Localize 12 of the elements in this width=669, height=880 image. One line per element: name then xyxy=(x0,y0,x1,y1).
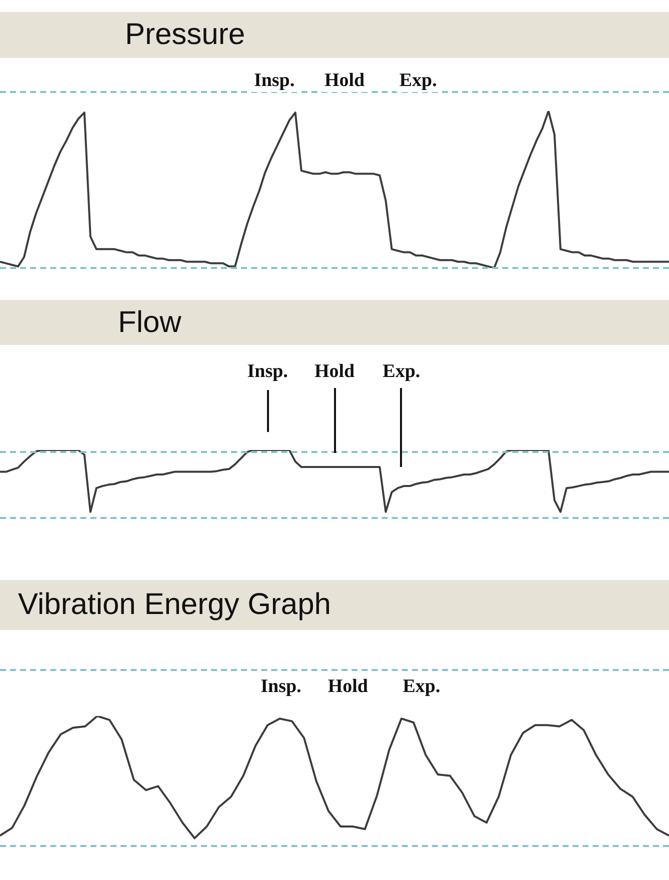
text: Exp. xyxy=(396,70,440,92)
chart-title: Flow xyxy=(117,306,182,340)
text: Insp. xyxy=(244,361,291,383)
text: Hold xyxy=(324,676,371,698)
text: Insp. xyxy=(250,70,298,92)
text: Hold xyxy=(321,70,368,92)
chart-title: Vibration Energy Graph xyxy=(17,588,331,622)
text: Exp. xyxy=(380,361,424,383)
text: Exp. xyxy=(400,676,444,698)
text: Insp. xyxy=(258,676,304,698)
text: Hold xyxy=(311,361,358,383)
chart-title: Pressure xyxy=(124,18,246,52)
